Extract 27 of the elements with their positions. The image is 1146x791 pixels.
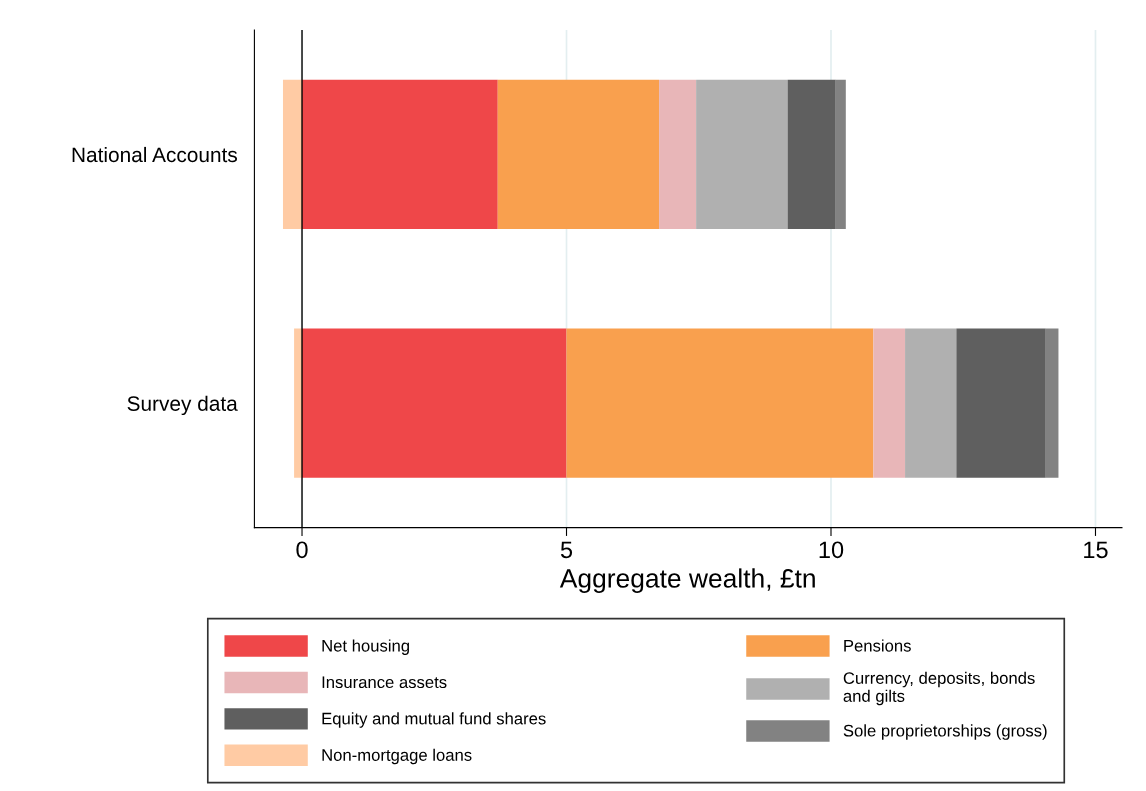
x-tick-label: 15 [1084,541,1108,559]
x-tick-label: 5 [560,541,573,559]
x-tick-label: 10 [819,541,844,559]
legend-label: Sole proprietorships (gross) [843,724,1047,740]
bar [282,79,303,230]
bar [696,79,788,230]
y-tick-label: Survey data [127,395,238,416]
legend-label: Insurance assets [322,676,447,689]
bar [302,328,567,478]
x-tick-label: 0 [296,541,308,559]
legend-label: Net housing [322,639,409,655]
bar [873,328,906,478]
bar [302,79,498,230]
legend-label: Pensions [844,639,911,652]
bar [835,79,846,230]
bar [787,79,836,230]
bar [1045,328,1059,478]
y-tick-label: National Accounts [72,146,237,163]
bar [566,328,874,478]
legend-label: Non-mortgage loans [322,748,472,765]
legend-label: Equity and mutual fund shares [322,712,546,728]
x-axis-title: Aggregate wealth, £tn [559,568,815,593]
bar [659,79,697,230]
legend-label: Currency, deposits, bonds and gilts [843,671,1035,706]
bar [497,79,660,230]
bar [905,328,957,478]
bar [956,328,1046,478]
